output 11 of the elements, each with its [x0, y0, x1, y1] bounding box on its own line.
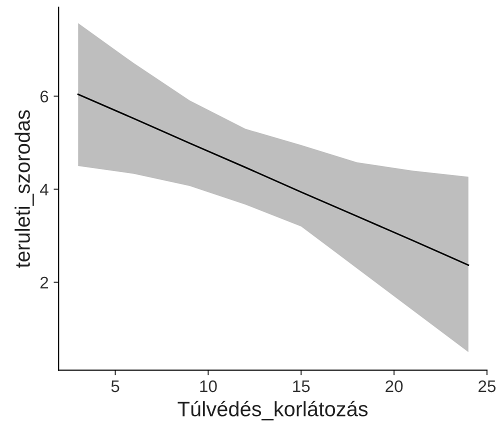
y-tick-label: 4: [40, 184, 48, 196]
y-axis-title: teruleti_szorodas: [14, 110, 34, 268]
y-tick-label: 6: [40, 90, 48, 102]
y-tick-label: 2: [40, 276, 48, 288]
x-axis-title: Túlvédés_korlátozás: [178, 400, 368, 420]
line-series: [77, 94, 470, 266]
x-tick-label: 25: [478, 380, 496, 392]
x-tick-label: 15: [293, 380, 310, 392]
x-tick-label: 20: [386, 380, 403, 392]
x-tick-label: 10: [200, 380, 217, 392]
x-tick-label: 5: [111, 380, 120, 392]
